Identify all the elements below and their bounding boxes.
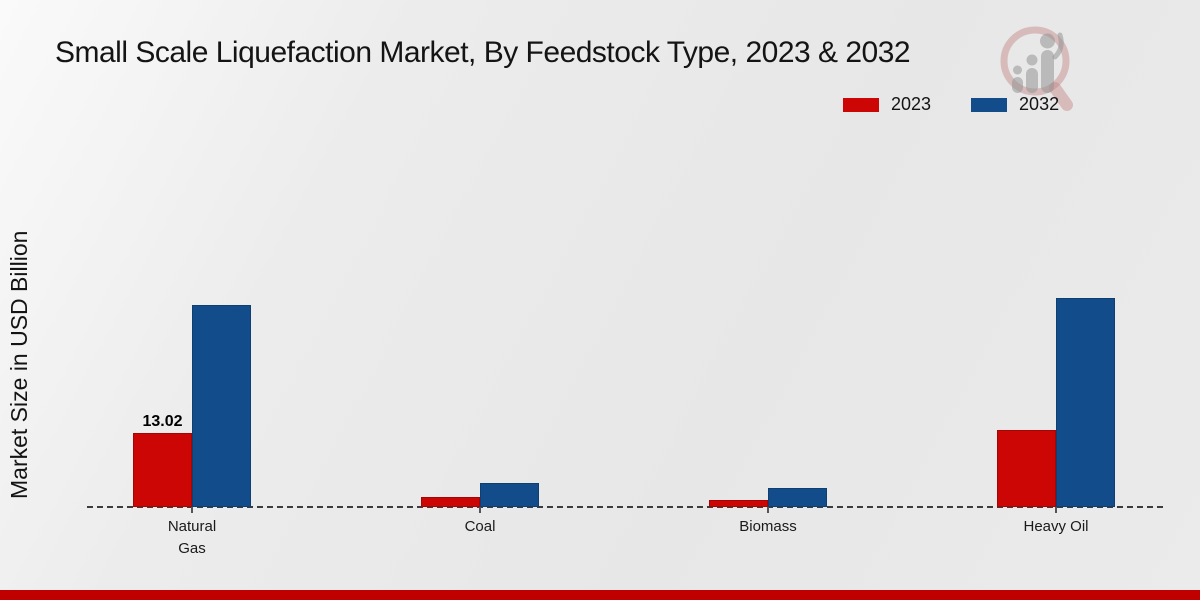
bars-biomass [709,281,827,507]
x-axis-tick-natural-gas [191,507,193,513]
bars-natural-gas: 13.02 [133,281,251,507]
bar-2023-heavy-oil [997,429,1056,507]
bar-2023-coal [421,496,480,507]
barwrap-2023-biomass [709,281,768,507]
legend-swatch-2032-icon [971,97,1008,112]
legend-item-2023: 2023 [843,94,931,115]
barwrap-2032-coal [480,281,539,507]
category-label-coal: Coal [464,518,496,535]
category-label-heavy-oil: Heavy Oil [1023,518,1089,535]
legend: 2023 2032 [843,94,1059,115]
barwrap-2032-heavy-oil [1056,281,1115,507]
bar-2032-natural-gas [192,304,251,507]
bar-2032-biomass [768,487,827,507]
barwrap-2023-coal [421,281,480,507]
bar-group-coal: Coal [336,281,624,535]
bars-coal [421,281,539,507]
legend-swatch-2023-icon [843,97,879,112]
legend-label-2032: 2032 [1019,94,1060,114]
bar-group-biomass: Biomass [624,281,912,535]
bar-2032-heavy-oil [1056,297,1115,507]
y-axis-label: Market Size in USD Billion [6,230,32,500]
legend-item-2032: 2032 [971,94,1059,115]
bar-2023-biomass [709,500,768,507]
x-axis-tick-heavy-oil [1055,507,1057,513]
bar-value-label-2023-natural-gas: 13.02 [142,413,183,431]
bar-2023-natural-gas [133,433,192,507]
barwrap-2032-natural-gas [192,281,251,507]
x-axis-tick-coal [479,507,481,513]
legend-label-2023: 2023 [891,94,932,114]
plot-area: 13.02 Natural Gas Coal Biomass Heavy Oil [48,281,1200,557]
category-label-biomass: Biomass [739,518,797,535]
bars-heavy-oil [997,281,1115,507]
footer-brand-strip [0,590,1200,600]
category-label-natural-gas: Natural Gas [167,518,217,557]
bar-2032-coal [480,483,539,507]
x-axis-tick-biomass [767,507,769,513]
bar-group-heavy-oil: Heavy Oil [912,281,1200,535]
barwrap-2032-biomass [768,281,827,507]
barwrap-2023-heavy-oil [997,281,1056,507]
barwrap-2023-natural-gas: 13.02 [133,281,192,507]
x-axis-baseline [87,506,1163,508]
chart-title: Small Scale Liquefaction Market, By Feed… [55,36,911,69]
market-research-watermark-icon [1000,26,1073,111]
bar-group-natural-gas: 13.02 Natural Gas [48,281,336,557]
